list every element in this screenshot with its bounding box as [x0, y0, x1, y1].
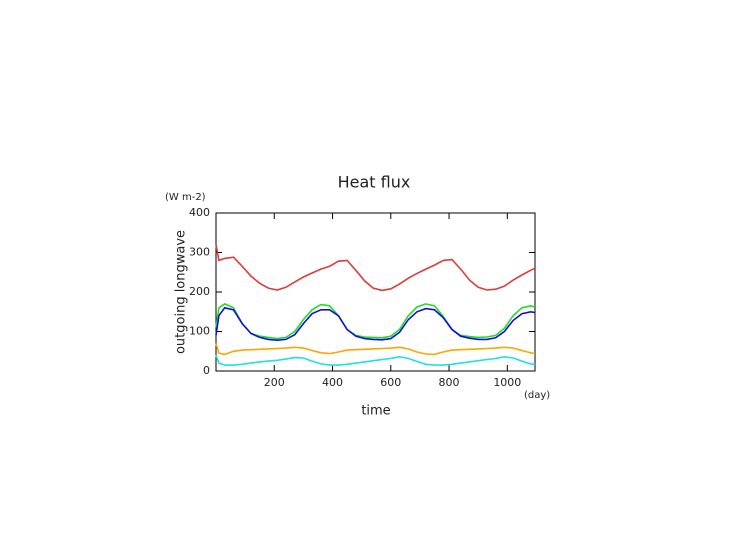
- x-axis-label: time: [361, 404, 390, 419]
- y-axis-label: outgoing longwave: [174, 230, 189, 354]
- series-line: [215, 343, 536, 356]
- y-unit: (W m-2): [165, 192, 206, 203]
- y-tick-label: 0: [203, 364, 210, 377]
- x-unit: (day): [524, 390, 550, 401]
- chart-title: Heat flux: [338, 173, 411, 192]
- x-tick-label: 400: [322, 376, 343, 389]
- x-tick-label: 1000: [493, 376, 521, 389]
- series-line: [215, 302, 536, 340]
- y-tick-label: 300: [189, 246, 210, 259]
- series-line: [215, 354, 536, 366]
- x-tick-label: 600: [380, 376, 401, 389]
- y-tick-label: 200: [189, 285, 210, 298]
- series-line: [215, 244, 536, 292]
- y-tick-label: 100: [189, 325, 210, 338]
- x-tick-label: 800: [439, 376, 460, 389]
- y-tick-label: 400: [189, 206, 210, 219]
- series-line: [215, 306, 536, 342]
- plot-frame: [215, 212, 536, 372]
- x-tick-label: 200: [264, 376, 285, 389]
